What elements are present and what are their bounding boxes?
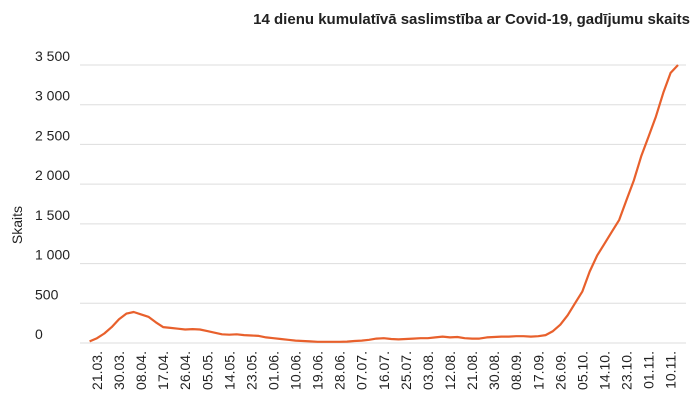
y-tick-label: 500 xyxy=(35,286,59,302)
x-tick-label: 30.08. xyxy=(486,351,502,390)
x-tick-label: 03.08. xyxy=(420,351,436,390)
x-tick-label: 14.10. xyxy=(596,351,612,390)
y-axis-label: Skaits xyxy=(9,206,25,244)
x-tick-label: 01.06. xyxy=(265,351,281,390)
x-tick-label: 12.08. xyxy=(442,351,458,390)
x-tick-label: 10.11. xyxy=(663,351,679,389)
x-tick-label: 28.06. xyxy=(332,351,348,390)
x-tick-label: 17.04. xyxy=(155,351,171,390)
x-tick-label: 23.05. xyxy=(243,351,259,390)
x-tick-label: 17.09. xyxy=(530,351,546,390)
x-tick-label: 26.09. xyxy=(552,351,568,390)
x-tick-label: 16.07. xyxy=(376,351,392,390)
x-tick-label: 19.06. xyxy=(310,351,326,390)
chart-title: 14 dienu kumulatīvā saslimstība ar Covid… xyxy=(253,11,690,28)
y-tick-label: 2 500 xyxy=(35,127,70,143)
x-tick-label: 26.04. xyxy=(177,351,193,390)
data-line xyxy=(89,64,679,343)
x-tick-label: 08.04. xyxy=(133,351,149,390)
x-tick-label: 01.11. xyxy=(641,351,657,389)
y-tick-label: 2 000 xyxy=(35,167,70,183)
x-tick-label: 05.05. xyxy=(199,351,215,390)
y-tick-label: 0 xyxy=(35,326,43,342)
x-tick-label: 23.10. xyxy=(619,351,635,390)
x-tick-label: 10.06. xyxy=(288,351,304,390)
x-tick-label: 21.08. xyxy=(464,351,480,390)
x-tick-label: 07.07. xyxy=(354,351,370,390)
x-tick-label: 21.03. xyxy=(89,351,105,390)
y-tick-label: 1 500 xyxy=(35,207,70,223)
x-tick-label: 08.09. xyxy=(508,351,524,390)
x-tick-label: 30.03. xyxy=(111,351,127,390)
x-tick-label: 25.07. xyxy=(398,351,414,390)
x-tick-label: 14.05. xyxy=(221,351,237,390)
y-tick-label: 3 500 xyxy=(35,48,70,64)
y-tick-label: 3 000 xyxy=(35,88,70,104)
x-tick-label: 05.10. xyxy=(574,351,590,390)
y-tick-label: 1 000 xyxy=(35,247,70,263)
